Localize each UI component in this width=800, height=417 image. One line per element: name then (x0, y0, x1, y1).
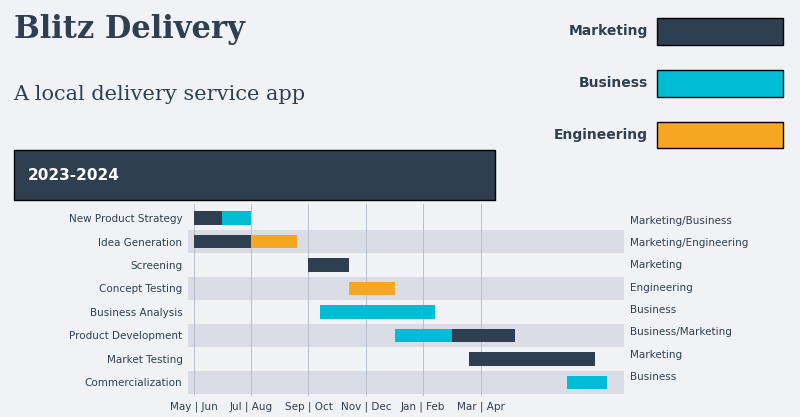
Bar (194, 235, 251, 249)
Text: Business: Business (579, 76, 648, 90)
Text: Engineering: Engineering (554, 128, 648, 142)
Bar (469, 352, 595, 366)
FancyBboxPatch shape (658, 70, 782, 97)
Bar (452, 329, 515, 342)
Bar (194, 211, 222, 225)
Bar (188, 230, 624, 253)
Bar (394, 329, 452, 342)
Bar (309, 258, 349, 272)
Bar (320, 305, 434, 319)
FancyBboxPatch shape (658, 18, 782, 45)
Text: 2023-2024: 2023-2024 (27, 168, 119, 183)
Bar (188, 277, 624, 300)
Bar (222, 211, 251, 225)
FancyBboxPatch shape (658, 121, 782, 148)
Text: A local delivery service app: A local delivery service app (14, 85, 306, 104)
Bar (188, 371, 624, 394)
Text: Blitz Delivery: Blitz Delivery (14, 14, 245, 45)
Bar (566, 376, 606, 389)
Text: Marketing: Marketing (569, 24, 648, 38)
Bar (349, 281, 394, 295)
Bar (188, 324, 624, 347)
FancyBboxPatch shape (14, 150, 495, 200)
Bar (251, 235, 297, 249)
